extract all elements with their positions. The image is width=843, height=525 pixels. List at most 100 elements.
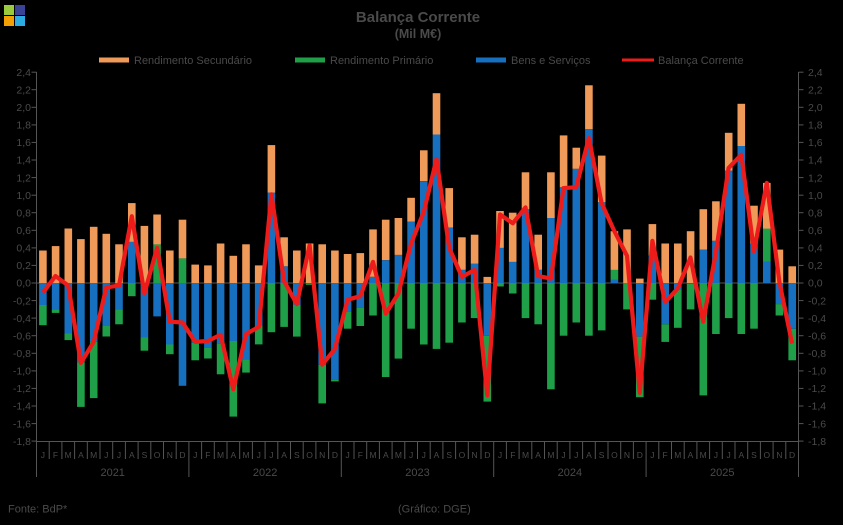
svg-text:M: M (65, 450, 72, 460)
svg-text:S: S (751, 450, 757, 460)
svg-text:A: A (78, 450, 84, 460)
svg-text:O: O (154, 450, 161, 460)
svg-text:J: J (726, 450, 730, 460)
svg-text:0,2: 0,2 (808, 260, 823, 272)
svg-text:2,4: 2,4 (16, 67, 31, 79)
svg-text:M: M (547, 450, 554, 460)
svg-text:2,4: 2,4 (808, 67, 823, 79)
svg-text:S: S (446, 450, 452, 460)
svg-text:2023: 2023 (405, 467, 429, 479)
svg-text:N: N (319, 450, 325, 460)
svg-text:2025: 2025 (710, 467, 734, 479)
svg-text:1,0: 1,0 (808, 190, 823, 202)
svg-text:-1,0: -1,0 (13, 366, 31, 378)
svg-text:F: F (53, 450, 58, 460)
svg-text:0,6: 0,6 (808, 225, 823, 237)
svg-text:1,2: 1,2 (808, 172, 823, 184)
svg-text:M: M (700, 450, 707, 460)
svg-text:A: A (129, 450, 135, 460)
svg-text:N: N (776, 450, 782, 460)
svg-text:J: J (422, 450, 426, 460)
svg-text:O: O (763, 450, 770, 460)
svg-text:A: A (434, 450, 440, 460)
svg-text:-0,2: -0,2 (13, 295, 31, 307)
svg-text:-1,6: -1,6 (808, 418, 826, 430)
svg-text:A: A (586, 450, 592, 460)
svg-text:A: A (281, 450, 287, 460)
svg-text:S: S (142, 450, 148, 460)
svg-text:J: J (409, 450, 413, 460)
svg-text:D: D (789, 450, 795, 460)
svg-text:-1,8: -1,8 (13, 436, 31, 448)
svg-text:M: M (90, 450, 97, 460)
svg-text:N: N (472, 450, 478, 460)
svg-text:J: J (257, 450, 261, 460)
svg-text:J: J (193, 450, 197, 460)
svg-text:(Mil M€): (Mil M€) (395, 27, 442, 41)
svg-text:J: J (104, 450, 108, 460)
svg-text:-0,6: -0,6 (13, 330, 31, 342)
svg-text:0,0: 0,0 (808, 278, 823, 290)
svg-text:-1,4: -1,4 (808, 401, 826, 413)
svg-text:D: D (332, 450, 338, 460)
svg-text:(Gráfico: DGE): (Gráfico: DGE) (398, 504, 471, 516)
svg-text:2,2: 2,2 (808, 84, 823, 96)
svg-text:M: M (522, 450, 529, 460)
svg-text:D: D (637, 450, 643, 460)
svg-text:2024: 2024 (558, 467, 582, 479)
svg-text:A: A (383, 450, 389, 460)
svg-text:F: F (662, 450, 667, 460)
svg-text:M: M (674, 450, 681, 460)
svg-text:A: A (230, 450, 236, 460)
svg-text:1,8: 1,8 (808, 120, 823, 132)
svg-text:J: J (561, 450, 565, 460)
svg-text:0,8: 0,8 (16, 207, 31, 219)
svg-text:1,8: 1,8 (16, 120, 31, 132)
svg-text:J: J (117, 450, 121, 460)
svg-text:Balança Corrente: Balança Corrente (356, 9, 480, 26)
svg-text:-1,6: -1,6 (13, 418, 31, 430)
svg-text:Fonte: BdP*: Fonte: BdP* (8, 504, 68, 516)
svg-text:2,0: 2,0 (16, 102, 31, 114)
svg-text:D: D (179, 450, 185, 460)
svg-text:0,0: 0,0 (16, 278, 31, 290)
svg-text:F: F (358, 450, 363, 460)
svg-text:M: M (217, 450, 224, 460)
svg-text:F: F (510, 450, 515, 460)
svg-text:-0,4: -0,4 (13, 313, 31, 325)
svg-text:-0,8: -0,8 (808, 348, 826, 360)
svg-text:N: N (624, 450, 630, 460)
svg-text:A: A (738, 450, 744, 460)
svg-text:1,6: 1,6 (16, 137, 31, 149)
svg-text:O: O (611, 450, 618, 460)
svg-text:Rendimento Primário: Rendimento Primário (330, 55, 433, 67)
svg-text:-1,4: -1,4 (13, 401, 31, 413)
svg-text:D: D (484, 450, 490, 460)
svg-text:-0,4: -0,4 (808, 313, 826, 325)
svg-text:N: N (167, 450, 173, 460)
svg-text:M: M (395, 450, 402, 460)
svg-text:1,0: 1,0 (16, 190, 31, 202)
svg-text:Rendimento Secundário: Rendimento Secundário (134, 55, 252, 67)
svg-text:0,4: 0,4 (16, 243, 31, 255)
svg-text:0,8: 0,8 (808, 207, 823, 219)
svg-text:2021: 2021 (100, 467, 124, 479)
svg-text:Bens e Serviços: Bens e Serviços (511, 55, 591, 67)
svg-text:J: J (714, 450, 718, 460)
svg-text:-0,6: -0,6 (808, 330, 826, 342)
svg-text:1,4: 1,4 (808, 155, 823, 167)
svg-text:1,6: 1,6 (808, 137, 823, 149)
svg-text:J: J (269, 450, 273, 460)
svg-text:O: O (459, 450, 466, 460)
svg-text:J: J (650, 450, 654, 460)
svg-text:J: J (498, 450, 502, 460)
svg-text:2022: 2022 (253, 467, 277, 479)
svg-text:1,4: 1,4 (16, 155, 31, 167)
svg-text:A: A (688, 450, 694, 460)
svg-text:F: F (205, 450, 210, 460)
svg-text:S: S (599, 450, 605, 460)
svg-text:M: M (242, 450, 249, 460)
svg-text:-1,2: -1,2 (808, 383, 826, 395)
svg-text:-0,2: -0,2 (808, 295, 826, 307)
svg-text:-1,2: -1,2 (13, 383, 31, 395)
